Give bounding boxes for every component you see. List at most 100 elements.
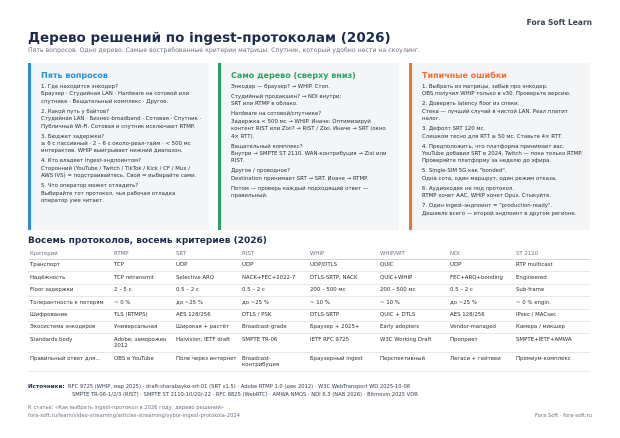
- table-cell: TCP retransmit: [112, 271, 174, 285]
- table-cell: SMPTE+IETF+AMWA: [514, 333, 590, 354]
- table-cell: UDP/DTLS: [308, 259, 378, 273]
- table-cell: IPsec / MACsec: [514, 309, 590, 322]
- table-cell: Поле через интернет: [174, 352, 240, 372]
- table-cell: SMPTE TR-06: [240, 333, 308, 354]
- item-text: SRT или RTMP в облако.: [231, 101, 298, 108]
- item-text: OBS получил WHIP только в v30. Проверьте…: [422, 91, 571, 98]
- table-cell: DTLS-SRTP, NACK: [308, 271, 378, 285]
- table-cell: OBS в YouTube: [112, 352, 174, 372]
- table-cell: TLS (RTMPS): [112, 309, 174, 322]
- list-item: 1. Где находится энкодер? Браузер · Студи…: [41, 84, 203, 106]
- list-item: 3. Дефолт SRT 120 мс. Слишком тесно для R…: [422, 126, 584, 141]
- card-common-mistakes: Типичные ошибки 1. Выбрать из матрицы, з…: [409, 63, 590, 230]
- item-heading: Вещательный комплекс?: [231, 143, 303, 150]
- table-cell: Broadcast-контрибуция: [240, 352, 308, 372]
- item-heading: 5. Что оператор может отладить?: [41, 183, 139, 190]
- item-heading: Другое / проводное?: [231, 168, 290, 175]
- table-cell: NACK+FEC+2022-7: [240, 271, 308, 285]
- column-header: ST 2110: [514, 249, 590, 260]
- table-cell: RTP multicast: [514, 259, 590, 273]
- row-label: Надёжность: [28, 271, 112, 285]
- table-cell: ~ 10 %: [308, 296, 378, 310]
- table-cell: Универсальная: [112, 321, 174, 335]
- table-cell: FEC+ARQ+bonding: [448, 271, 514, 285]
- table-cell: 0.5 – 2 с: [240, 284, 308, 298]
- table-cell: ~ 10 %: [378, 296, 448, 310]
- card-list: 1. Где находится энкодер? Браузер · Студи…: [41, 84, 203, 208]
- item-heading: 4. Кто владеет ingest-эндпоинтом?: [41, 158, 141, 165]
- table-cell: 0.5 – 2 с: [448, 284, 514, 298]
- list-item: 2. Какой путь у байтов? Студийная LAN · Б…: [41, 109, 203, 131]
- card-title: Пять вопросов: [41, 71, 108, 80]
- table-cell: TCP: [112, 259, 174, 273]
- table-row: Шифрование TLS (RTMPS) AES 128/256 DTLS / P…: [28, 309, 590, 322]
- column-header: RIST: [240, 249, 308, 260]
- footer-article: К статье: «Как выбрать ingest-протокол в…: [28, 405, 224, 411]
- column-header: Критерий: [28, 249, 112, 260]
- table-header-row: Критерий RTMP SRT RIST WHIP WHIP/WT NDI ST 2110: [28, 249, 590, 260]
- matrix-title: Восемь протоколов, восемь критериев (202…: [28, 236, 267, 246]
- table-row: Standards body Adobe; заморожен 2012 Haivi…: [28, 333, 590, 354]
- item-heading: 3. Дефолт SRT 120 мс.: [422, 126, 486, 133]
- item-text: Браузер · Студийная LAN · Hardware на со…: [41, 91, 190, 105]
- item-text: Внутри → SMPTE ST 2110. WAN-контрибуция …: [231, 151, 387, 165]
- table-cell: Камера / микшер: [514, 321, 590, 335]
- item-text: Задержка < 500 мс → WHIP. Иначе: Оптимиз…: [231, 118, 386, 140]
- card-five-questions: Пять вопросов 1. Где находится энкодер? Б…: [28, 63, 209, 230]
- column-header: SRT: [174, 249, 240, 260]
- item-heading: Потом — проверь каждый подходящий ответ …: [231, 185, 369, 200]
- item-text: YouTube добавил SRT в 2024, Twitch — пок…: [422, 151, 583, 165]
- table-cell: Engineered: [514, 271, 590, 285]
- list-item: Студийный продакшен? → NDI внутри; SRT ил…: [231, 94, 393, 109]
- item-text: RTMP хочет AAC, WHIP хочет Opus. Стыкуйт…: [422, 193, 552, 200]
- card-decision-tree: Само дерево (сверху вниз) Энкодер — брау…: [218, 63, 399, 230]
- item-heading: 2. Какой путь у байтов?: [41, 108, 110, 115]
- table-cell: IETF RFC 9725: [308, 333, 378, 354]
- table-cell: DTLS / PSK: [240, 309, 308, 322]
- sources-block: Источники: RFC 9725 (WHIP, мар 2025) · d…: [28, 384, 588, 399]
- list-item: 5. Single-SIM 5G как "bonded". Одна сота,…: [422, 168, 584, 183]
- table-cell: до ~25 %: [174, 296, 240, 310]
- footer-url-link[interactable]: fora-soft.ru/learn/video-streaming/artic…: [28, 413, 240, 419]
- list-item: 5. Что оператор может отладить? Выбирайте…: [41, 183, 203, 205]
- item-text: Сторонний (YouTube / Twitch / TikTok / K…: [41, 165, 197, 180]
- table-cell: UDP: [240, 259, 308, 273]
- item-text: Слишком тесно для RTT ≥ 50 мс. Ставьте 4…: [422, 133, 563, 140]
- table-cell: W3C Working Draft: [378, 333, 448, 354]
- item-heading: 6. Аудиокодек не под протокол.: [422, 185, 515, 192]
- table-cell: 200 – 500 мс: [308, 284, 378, 298]
- brand-label: Fora Soft Learn: [526, 18, 592, 27]
- footer-brand: Fora Soft · fora-soft.ru: [534, 413, 592, 419]
- column-header: WHIP/WT: [378, 249, 448, 260]
- row-label: Толерантность к потерям: [28, 296, 112, 310]
- table-cell: Haivision; IETF draft: [174, 333, 240, 354]
- table-row: Экосистема энкодеров Универсальная Широкая…: [28, 321, 590, 335]
- item-text: Одна сота, один маршрут, один режим отка…: [422, 175, 557, 182]
- row-label: Standards body: [28, 333, 112, 354]
- item-text: Студийная LAN · Бизнес-broadband · Сотов…: [41, 116, 202, 130]
- item-text: Дешевле всего — второй эндпоинт в другом…: [422, 210, 577, 217]
- table-cell: QUIC+WHIP: [378, 271, 448, 285]
- cards-row: Пять вопросов 1. Где находится энкодер? Б…: [28, 63, 590, 230]
- table-cell: 200 – 500 мс: [378, 284, 448, 298]
- table-cell: QUIC: [378, 259, 448, 273]
- table-cell: Проприет: [448, 333, 514, 354]
- row-label: Floor задержки: [28, 284, 112, 298]
- table-cell: Браузерный ingest: [308, 352, 378, 372]
- table-cell: AES 128/256: [174, 309, 240, 322]
- table-cell: AES 128/256: [448, 309, 514, 322]
- item-heading: Энкодер — браузер? → WHIP. Стоп.: [231, 84, 331, 90]
- list-item: Другое / проводное? Destination принимает…: [231, 168, 393, 183]
- table-cell: 2 – 5 с: [112, 284, 174, 298]
- table-cell: UDP: [448, 259, 514, 273]
- table-cell: Early adopters: [378, 321, 448, 335]
- table-cell: Премиум-комплекс: [514, 352, 590, 372]
- card-list: 1. Выбрать из матрицы, забыв про энкодер…: [422, 84, 584, 221]
- row-label: Шифрование: [28, 309, 112, 322]
- table-row: Транспорт TCP UDP UDP UDP/DTLS QUIC UDP RTP mul…: [28, 259, 590, 273]
- item-heading: 3. Бюджет задержки?: [41, 133, 104, 140]
- card-list: Энкодер — браузер? → WHIP. Стоп. Студийн…: [231, 84, 393, 203]
- item-text: Выбирайте тот протокол, чья рабочая отла…: [41, 190, 176, 205]
- list-item: 6. Аудиокодек не под протокол. RTMP хочет…: [422, 186, 584, 201]
